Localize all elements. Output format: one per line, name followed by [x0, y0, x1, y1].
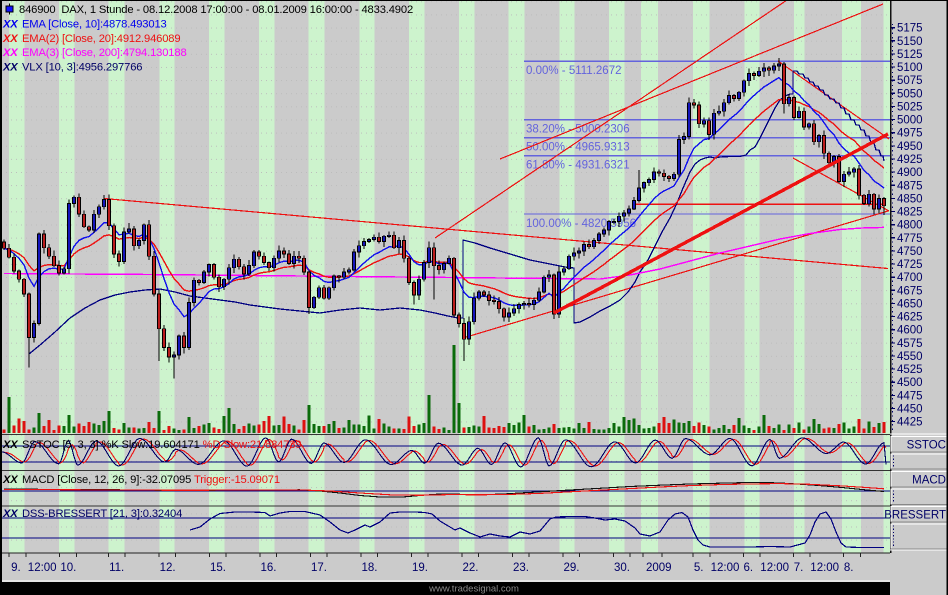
svg-text:12:00: 12:00 — [810, 562, 839, 574]
svg-text:38.20% - 5000.2306: 38.20% - 5000.2306 — [526, 124, 630, 136]
svg-text:SSTOC [5, 3, 3] %K Slow:19.604: SSTOC [5, 3, 3] %K Slow:19.604171 %D Slo… — [22, 439, 301, 451]
svg-text:XX: XX — [2, 474, 19, 486]
svg-text:MACD: MACD — [912, 475, 946, 487]
svg-text:5050: 5050 — [897, 88, 923, 100]
svg-text:VLX [10, 3]:4956.297766: VLX [10, 3]:4956.297766 — [22, 61, 142, 73]
svg-text:12:00: 12:00 — [760, 562, 789, 574]
svg-text:5025: 5025 — [897, 102, 923, 114]
svg-text:XX: XX — [2, 439, 19, 451]
svg-text:www.tradesignal.com: www.tradesignal.com — [428, 584, 519, 595]
svg-text:4975: 4975 — [897, 128, 923, 140]
svg-text:9.: 9. — [11, 562, 21, 574]
svg-text:61.80% - 4931.6321: 61.80% - 4931.6321 — [526, 160, 630, 172]
svg-text:30.: 30. — [614, 562, 630, 574]
svg-text:EMA(3) [Close, 200]:4794.13018: EMA(3) [Close, 200]:4794.130188 — [22, 47, 187, 59]
svg-text:5.: 5. — [694, 562, 704, 574]
svg-text:12:00: 12:00 — [711, 562, 740, 574]
svg-text:4925: 4925 — [897, 154, 923, 166]
svg-text:EMA(2) [Close, 20]:4912.946089: EMA(2) [Close, 20]:4912.946089 — [22, 33, 180, 45]
svg-text:16.: 16. — [261, 562, 277, 574]
svg-text:4900: 4900 — [897, 167, 923, 179]
svg-text:SSTOC: SSTOC — [907, 440, 946, 452]
svg-text:5175: 5175 — [897, 23, 923, 35]
svg-text:4825: 4825 — [897, 207, 923, 219]
svg-text:5100: 5100 — [897, 62, 923, 74]
svg-text:7.: 7. — [794, 562, 804, 574]
svg-text:15.: 15. — [210, 562, 226, 574]
svg-text:4775: 4775 — [897, 233, 923, 245]
svg-text:22.: 22. — [463, 562, 479, 574]
svg-text:11.: 11. — [109, 562, 124, 574]
svg-text:2009: 2009 — [646, 562, 672, 574]
svg-text:4850: 4850 — [897, 193, 923, 205]
svg-text:XX: XX — [2, 61, 19, 73]
svg-text:0.00% - 5111.2672: 0.00% - 5111.2672 — [526, 65, 621, 77]
svg-text:6.: 6. — [744, 562, 754, 574]
svg-text:17.: 17. — [311, 562, 327, 574]
svg-text:5000: 5000 — [897, 115, 923, 127]
svg-text:8.: 8. — [844, 562, 854, 574]
svg-text:846900 DAX, 1 Stunde - 08.12.: 846900 DAX, 1 Stunde - 08.12.2008 17:00:… — [19, 4, 413, 16]
svg-text:XX: XX — [2, 33, 19, 45]
svg-text:12:00: 12:00 — [28, 562, 57, 574]
svg-text:4950: 4950 — [897, 141, 923, 153]
svg-text:4650: 4650 — [897, 299, 923, 311]
svg-text:12.: 12. — [160, 562, 176, 574]
svg-text:BRESSERT: BRESSERT — [884, 510, 946, 522]
svg-text:EMA [Close, 10]:4878.493013: EMA [Close, 10]:4878.493013 — [22, 19, 167, 31]
svg-text:4500: 4500 — [897, 377, 923, 389]
svg-text:4750: 4750 — [897, 246, 923, 258]
svg-text:4475: 4475 — [897, 390, 923, 402]
svg-text:4450: 4450 — [897, 404, 923, 416]
svg-text:5075: 5075 — [897, 75, 923, 87]
svg-text:XX: XX — [2, 508, 19, 520]
svg-text:4425: 4425 — [897, 417, 923, 429]
svg-text:4625: 4625 — [897, 312, 923, 324]
svg-text:10.: 10. — [60, 562, 76, 574]
svg-text:4575: 4575 — [897, 338, 923, 350]
svg-text:23.: 23. — [513, 562, 529, 574]
svg-text:4800: 4800 — [897, 220, 923, 232]
svg-text:4600: 4600 — [897, 325, 923, 337]
svg-text:4550: 4550 — [897, 351, 923, 363]
svg-text:4725: 4725 — [897, 259, 923, 271]
svg-text:4675: 4675 — [897, 285, 923, 297]
svg-text:18.: 18. — [362, 562, 378, 574]
svg-text:19.: 19. — [412, 562, 428, 574]
svg-text:50.00% - 4965.9313: 50.00% - 4965.9313 — [526, 142, 630, 154]
svg-text:MACD [Close, 12, 26, 9]:-32.07: MACD [Close, 12, 26, 9]:-32.07095 Trigge… — [22, 474, 280, 486]
svg-text:DSS-BRESSERT [21, 3]:0.32404: DSS-BRESSERT [21, 3]:0.32404 — [22, 508, 182, 520]
svg-text:4525: 4525 — [897, 364, 923, 376]
svg-text:4700: 4700 — [897, 272, 923, 284]
svg-text:5125: 5125 — [897, 49, 923, 61]
svg-text:5150: 5150 — [897, 36, 923, 48]
svg-text:4875: 4875 — [897, 180, 923, 192]
svg-text:XX: XX — [2, 19, 19, 31]
svg-text:XX: XX — [2, 47, 19, 59]
svg-text:29.: 29. — [564, 562, 580, 574]
